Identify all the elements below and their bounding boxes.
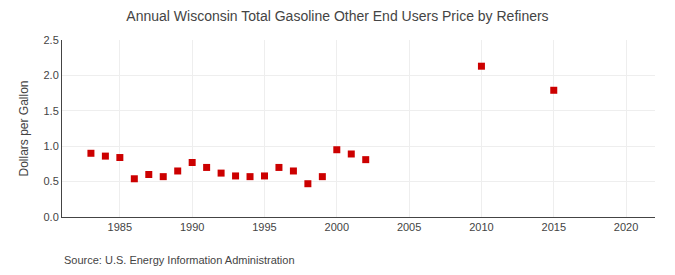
svg-text:2.5: 2.5 xyxy=(44,34,59,46)
svg-text:2010: 2010 xyxy=(469,221,493,233)
svg-text:1995: 1995 xyxy=(252,221,276,233)
svg-text:1.0: 1.0 xyxy=(44,140,59,152)
svg-text:2020: 2020 xyxy=(614,221,638,233)
svg-text:Dollars per Gallon: Dollars per Gallon xyxy=(17,80,31,176)
svg-text:2.0: 2.0 xyxy=(44,69,59,81)
svg-text:1990: 1990 xyxy=(180,221,204,233)
svg-text:0.5: 0.5 xyxy=(44,175,59,187)
svg-text:2000: 2000 xyxy=(325,221,349,233)
svg-text:2015: 2015 xyxy=(542,221,566,233)
svg-text:Source: U.S. Energy Informatio: Source: U.S. Energy Information Administ… xyxy=(64,254,295,266)
svg-text:2005: 2005 xyxy=(397,221,421,233)
svg-text:0.0: 0.0 xyxy=(44,211,59,223)
svg-text:Annual Wisconsin Total Gasolin: Annual Wisconsin Total Gasoline Other En… xyxy=(126,8,548,24)
svg-text:1.5: 1.5 xyxy=(44,105,59,117)
svg-text:1985: 1985 xyxy=(108,221,132,233)
